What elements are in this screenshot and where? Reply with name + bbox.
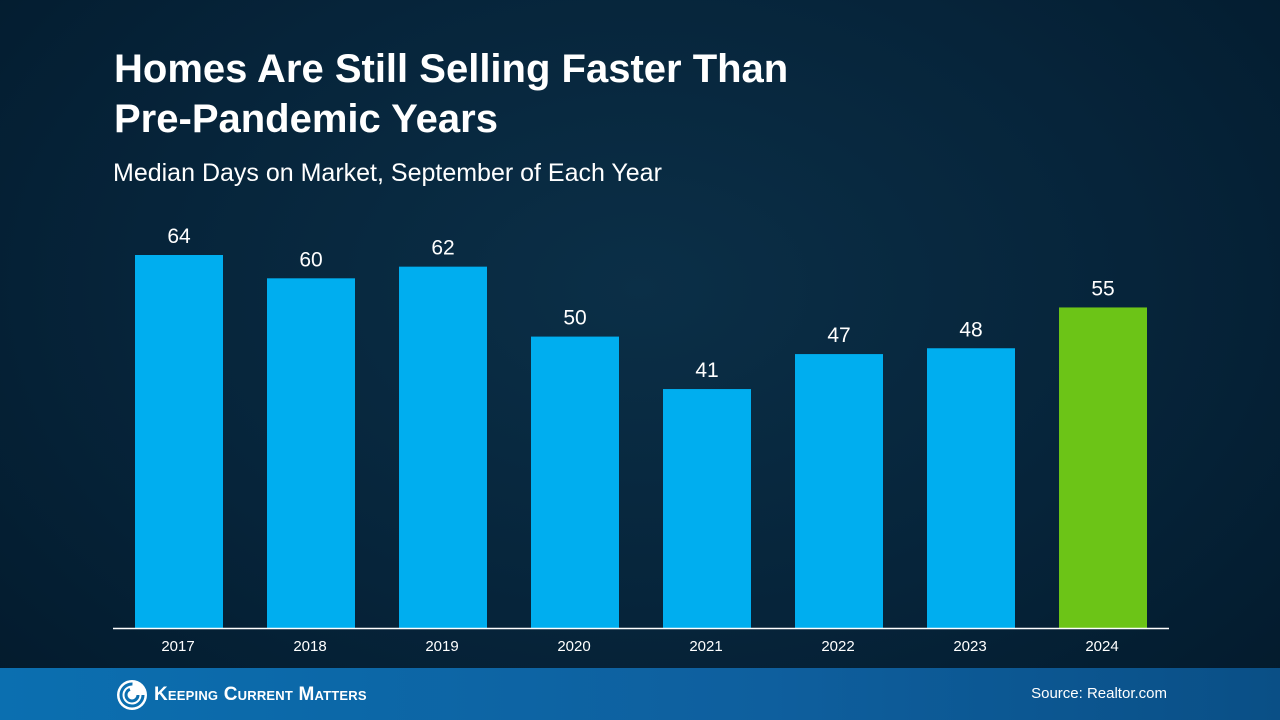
bar-2021 <box>663 389 751 628</box>
source-note: Source: Realtor.com <box>1031 685 1167 702</box>
data-label-2019: 62 <box>431 237 454 260</box>
bar-2023 <box>927 348 1015 628</box>
chart-title: Homes Are Still Selling Faster Than Pre-… <box>114 44 1014 144</box>
x-tick-label-2022: 2022 <box>821 638 854 655</box>
data-label-2022: 47 <box>827 324 850 347</box>
x-tick-label-2018: 2018 <box>293 638 326 655</box>
data-label-2018: 60 <box>299 248 322 271</box>
bar-2018 <box>267 278 355 628</box>
x-tick-label-2017: 2017 <box>161 638 194 655</box>
data-label-2024: 55 <box>1091 277 1114 300</box>
x-tick-label-2024: 2024 <box>1085 638 1118 655</box>
x-tick-label-2019: 2019 <box>425 638 458 655</box>
data-label-2020: 50 <box>563 307 586 330</box>
data-label-2021: 41 <box>695 359 718 382</box>
chart-title-line-1: Homes Are Still Selling Faster Than <box>114 47 789 91</box>
footer-bar: Keeping Current Matters Source: Realtor.… <box>0 668 1280 720</box>
data-label-2023: 48 <box>959 318 982 341</box>
chart-subtitle: Median Days on Market, September of Each… <box>113 159 662 187</box>
bar-chart: 64 2017 60 2018 62 2019 50 2020 41 2021 47 2022 48 20… <box>135 225 1147 655</box>
x-tick-label-2020: 2020 <box>557 638 590 655</box>
bar-2022 <box>795 354 883 628</box>
bar-2020 <box>531 336 619 628</box>
x-tick-label-2023: 2023 <box>953 638 986 655</box>
data-label-2017: 64 <box>167 225 191 248</box>
x-tick-label-2021: 2021 <box>689 638 722 655</box>
swirl-logo-icon <box>117 680 147 710</box>
bar-2017 <box>135 255 223 628</box>
chart-title-line-2: Pre-Pandemic Years <box>114 97 498 141</box>
kcm-logo: Keeping Current Matters <box>116 679 367 711</box>
logo-text: Keeping Current Matters <box>154 684 367 705</box>
bar-2024 <box>1059 307 1147 628</box>
bar-2019 <box>399 266 487 628</box>
